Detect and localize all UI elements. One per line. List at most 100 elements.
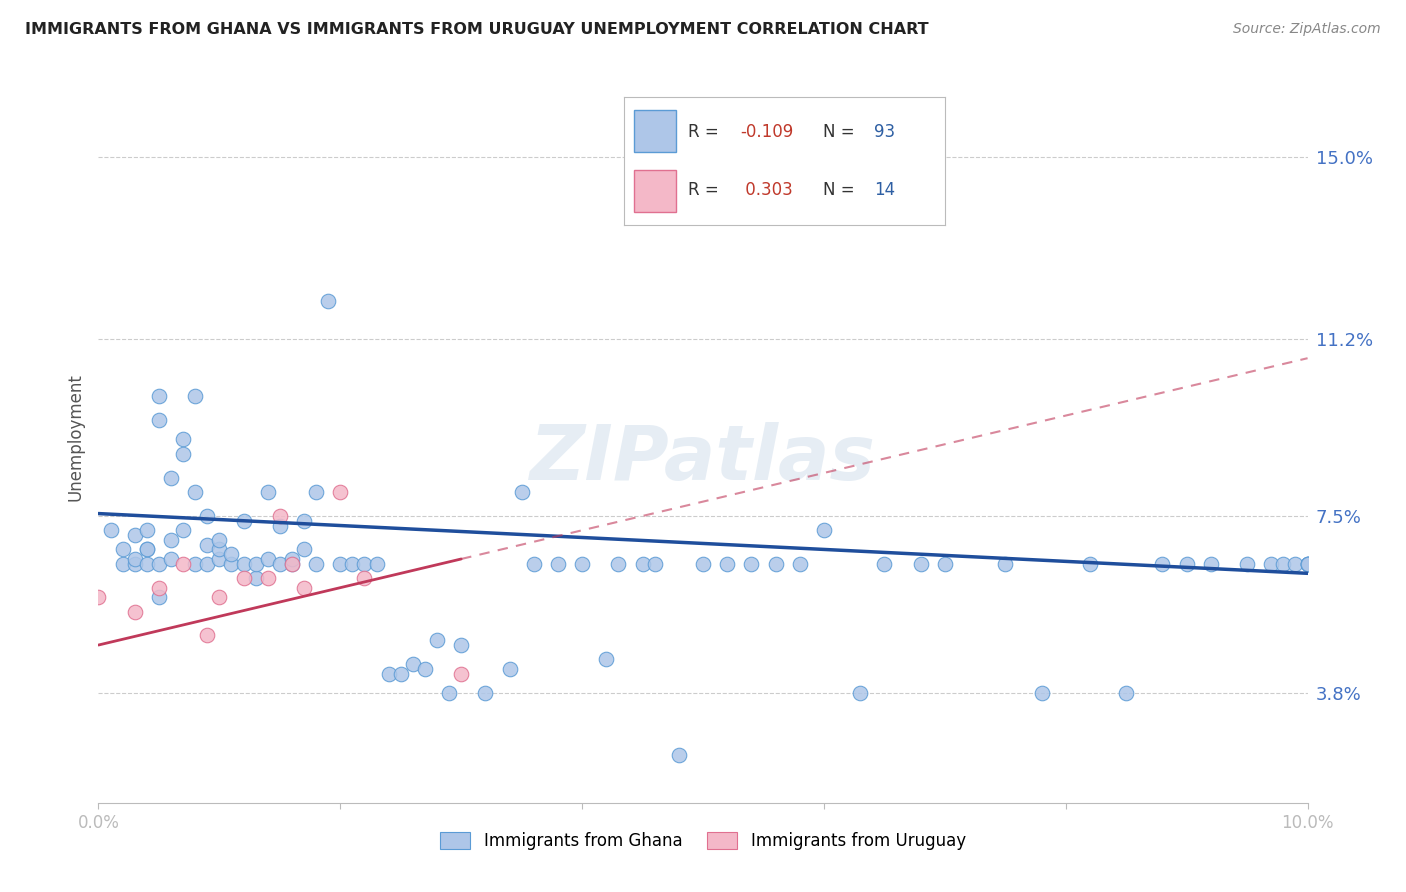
Point [281, 552, 304, 566]
Point [184, 557, 207, 571]
Point [631, 557, 654, 571]
Point [124, 557, 146, 571]
Point [208, 542, 231, 557]
Point [172, 447, 194, 461]
Point [1115, 686, 1137, 700]
Point [305, 485, 328, 500]
Point [208, 591, 231, 605]
Point [208, 533, 231, 547]
Point [342, 557, 364, 571]
Point [426, 633, 449, 648]
Point [292, 581, 315, 595]
Point [329, 557, 352, 571]
Point [87, 591, 110, 605]
Point [256, 552, 278, 566]
Point [292, 542, 315, 557]
Point [111, 542, 134, 557]
Point [1199, 557, 1222, 571]
Point [195, 628, 218, 642]
Point [195, 538, 218, 552]
Point [402, 657, 425, 672]
Point [160, 471, 183, 485]
Point [353, 571, 375, 585]
Point [281, 557, 304, 571]
Point [124, 605, 146, 619]
Point [256, 571, 278, 585]
Point [1296, 557, 1319, 571]
Point [184, 485, 207, 500]
Point [1236, 557, 1258, 571]
Point [740, 557, 762, 571]
Point [281, 557, 304, 571]
Point [813, 524, 835, 538]
Point [245, 557, 267, 571]
Point [353, 557, 375, 571]
Point [305, 557, 328, 571]
Point [571, 557, 593, 571]
Point [366, 557, 388, 571]
Point [329, 485, 352, 500]
Point [124, 528, 146, 542]
Point [172, 557, 194, 571]
Point [135, 542, 157, 557]
Point [849, 686, 872, 700]
Point [316, 293, 339, 308]
Legend: Immigrants from Ghana, Immigrants from Uruguay: Immigrants from Ghana, Immigrants from U… [433, 825, 973, 856]
Point [195, 557, 218, 571]
Point [607, 557, 630, 571]
Point [1260, 557, 1282, 571]
Text: ZIPatlas: ZIPatlas [530, 422, 876, 496]
Point [510, 485, 533, 500]
Point [910, 557, 932, 571]
Point [1175, 557, 1198, 571]
Point [498, 662, 520, 676]
Point [595, 652, 617, 666]
Point [389, 666, 412, 681]
Point [547, 557, 569, 571]
Point [160, 552, 183, 566]
Point [692, 557, 714, 571]
Point [135, 524, 157, 538]
Point [1296, 557, 1319, 571]
Point [135, 557, 157, 571]
Point [413, 662, 436, 676]
Point [450, 638, 472, 652]
Point [160, 533, 183, 547]
Point [292, 514, 315, 528]
Point [172, 524, 194, 538]
Point [184, 389, 207, 403]
Point [644, 557, 666, 571]
Point [269, 508, 291, 523]
Point [1296, 557, 1319, 571]
Point [269, 518, 291, 533]
Point [450, 666, 472, 681]
Text: Source: ZipAtlas.com: Source: ZipAtlas.com [1233, 22, 1381, 37]
Point [221, 557, 243, 571]
Point [789, 557, 811, 571]
Point [523, 557, 546, 571]
Point [148, 581, 170, 595]
Point [245, 571, 267, 585]
Point [148, 557, 170, 571]
Point [377, 666, 399, 681]
Point [232, 557, 254, 571]
Point [765, 557, 787, 571]
Point [256, 485, 278, 500]
Point [135, 542, 157, 557]
Point [111, 557, 134, 571]
Point [474, 686, 496, 700]
Point [232, 514, 254, 528]
Point [269, 557, 291, 571]
Point [1272, 557, 1295, 571]
Point [1284, 557, 1306, 571]
Point [1296, 557, 1319, 571]
Point [172, 433, 194, 447]
Point [221, 547, 243, 561]
Point [148, 413, 170, 427]
Point [934, 557, 956, 571]
Point [668, 747, 690, 762]
Point [124, 552, 146, 566]
Point [1031, 686, 1053, 700]
Point [195, 508, 218, 523]
Text: IMMIGRANTS FROM GHANA VS IMMIGRANTS FROM URUGUAY UNEMPLOYMENT CORRELATION CHART: IMMIGRANTS FROM GHANA VS IMMIGRANTS FROM… [25, 22, 929, 37]
